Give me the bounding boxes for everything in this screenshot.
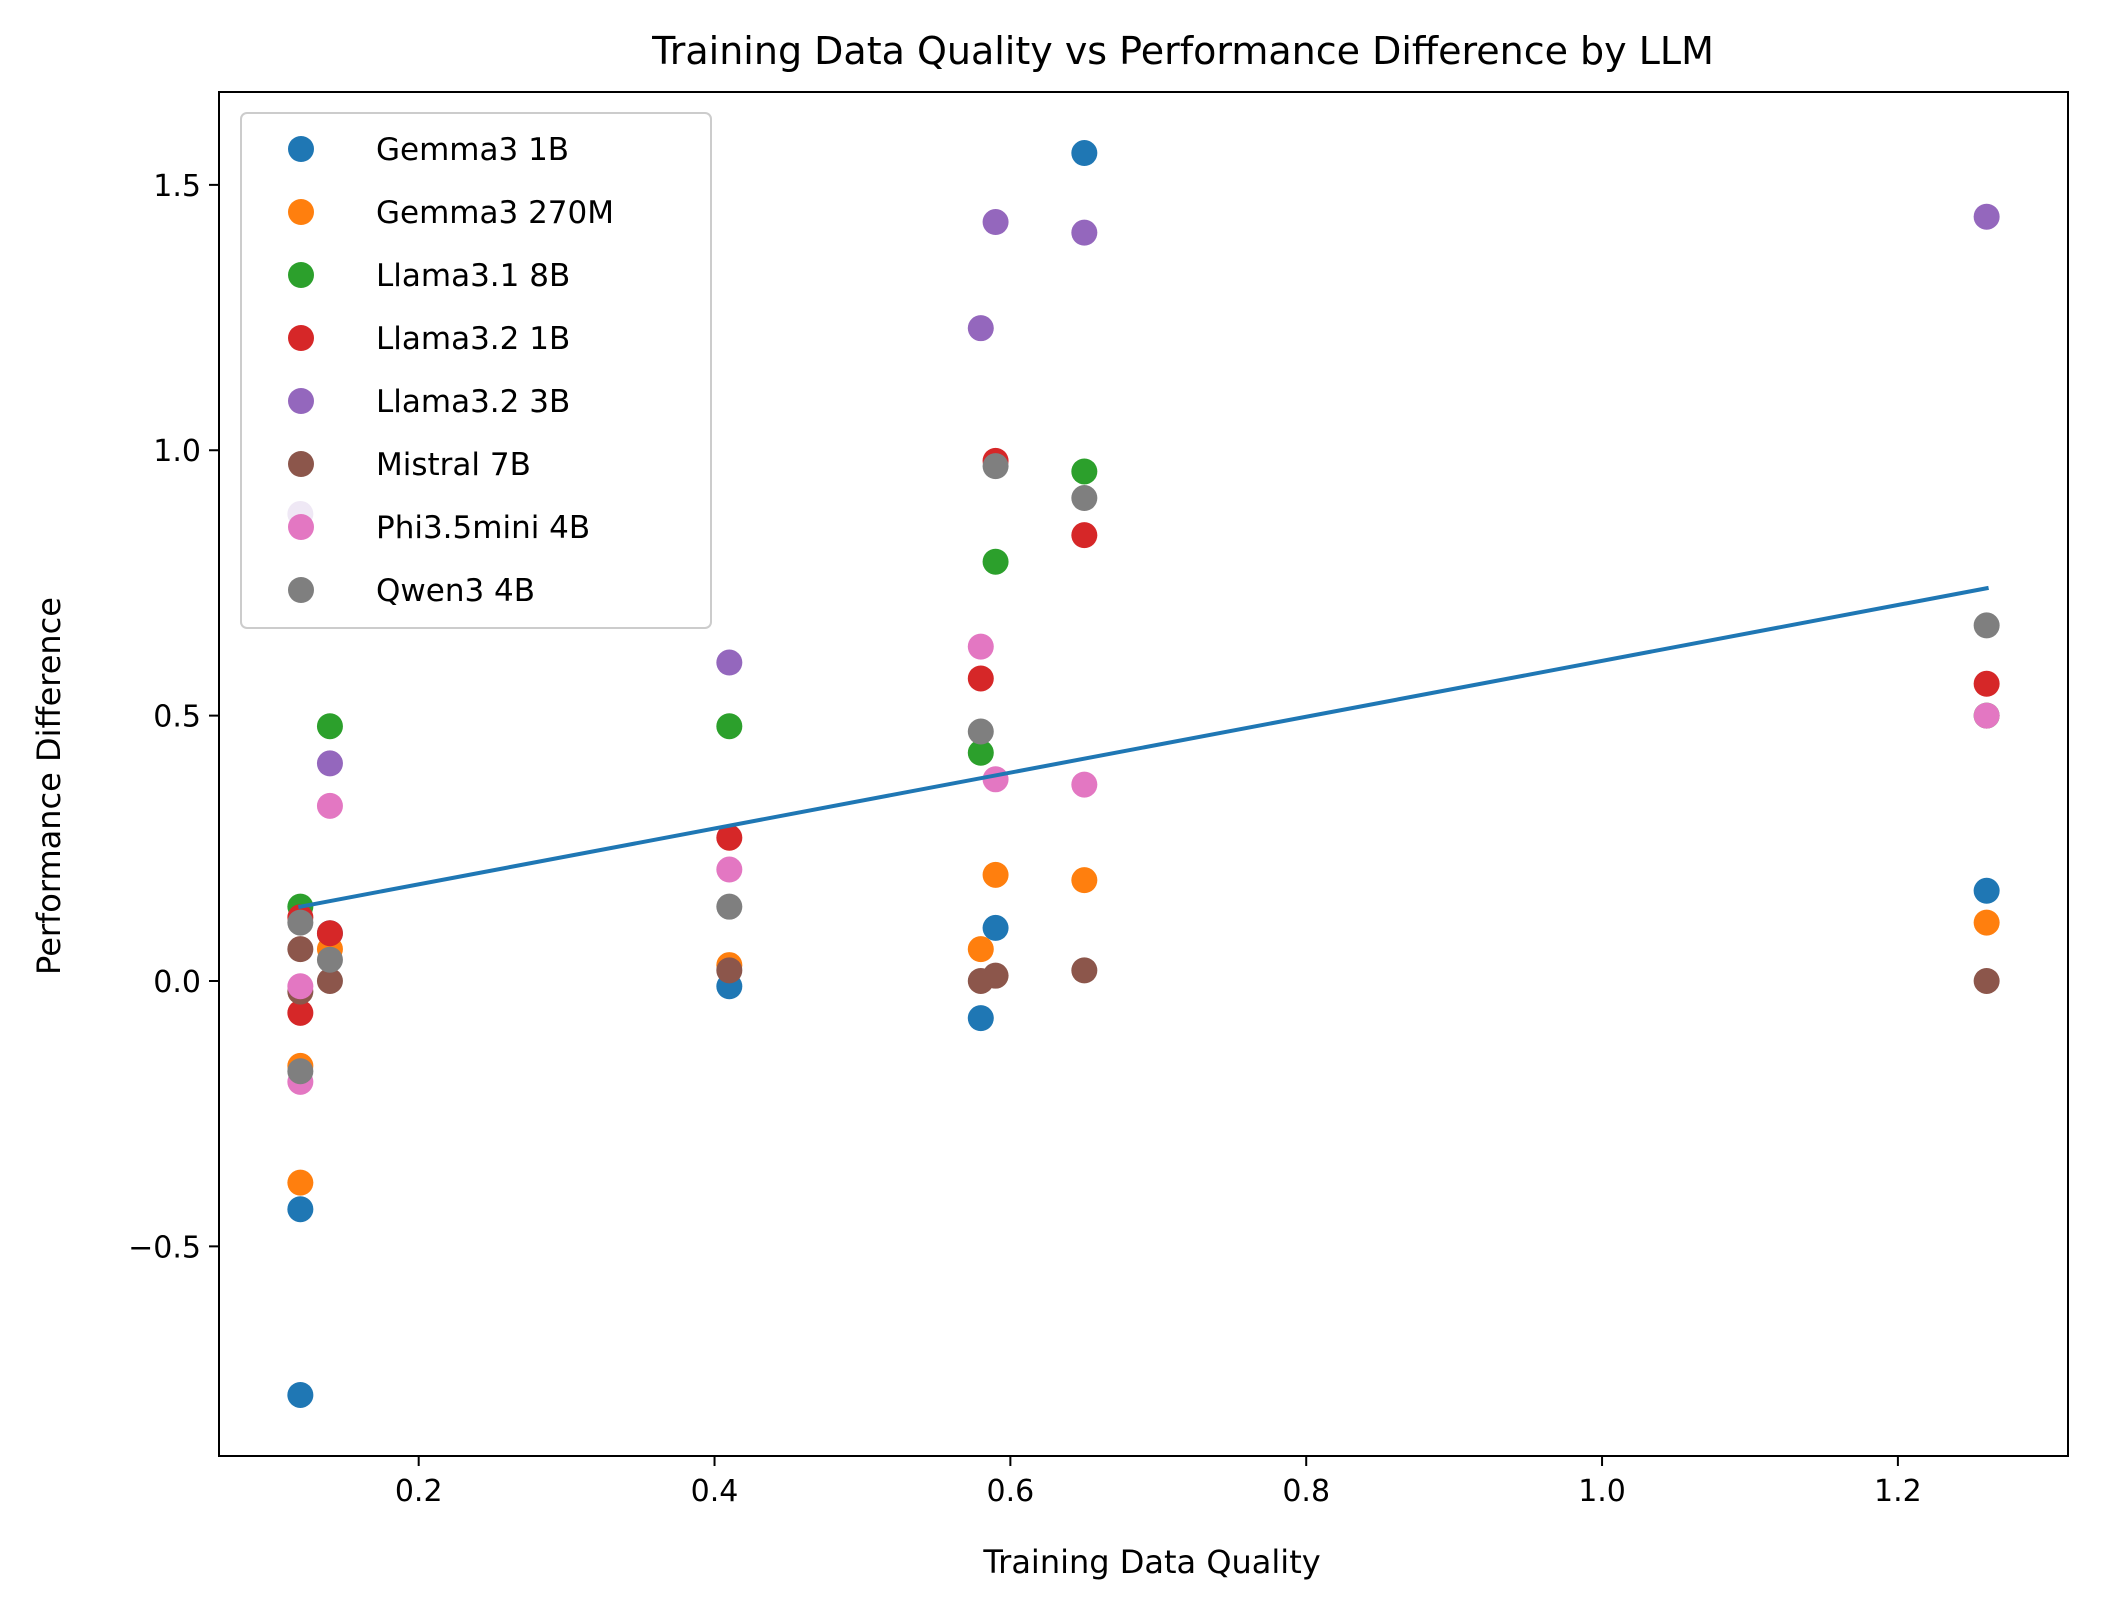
data-point (1973, 612, 2000, 639)
data-point (716, 713, 743, 740)
y-tick-label: −0.5 (128, 1230, 201, 1265)
legend-entry: Llama3.2 3B (376, 384, 570, 420)
x-tick-label: 1.2 (1874, 1474, 1922, 1509)
legend-marker (288, 388, 314, 414)
data-point (1973, 670, 2000, 697)
data-point (1071, 522, 1098, 549)
data-point (716, 649, 743, 676)
legend-marker (288, 514, 314, 540)
chart-title: Training Data Quality vs Performance Dif… (651, 29, 1714, 73)
data-point (287, 1196, 314, 1223)
y-tick-label: 1.0 (153, 434, 201, 469)
data-point (982, 861, 1009, 888)
data-point (1973, 702, 2000, 729)
data-point (316, 750, 343, 777)
data-point (716, 957, 743, 984)
data-point (287, 1058, 314, 1085)
legend-entry: Gemma3 270M (376, 195, 614, 231)
data-point (1071, 219, 1098, 246)
legend-marker (288, 136, 314, 162)
data-point (982, 962, 1009, 989)
data-point (1973, 877, 2000, 904)
legend: Gemma3 1B Gemma3 270M Llama3.1 8B Llama3.2 … (240, 112, 712, 629)
data-point (1071, 867, 1098, 894)
data-point (967, 739, 994, 766)
data-point (287, 999, 314, 1026)
x-axis-label: Training Data Quality (982, 1543, 1320, 1581)
data-point (967, 315, 994, 342)
data-point (982, 766, 1009, 793)
y-tick-label: 0.0 (153, 965, 201, 1000)
legend-marker (288, 577, 314, 603)
legend-entry: Phi3.5mini 4B (376, 510, 590, 546)
data-point (716, 856, 743, 883)
data-point (982, 453, 1009, 480)
legend-box (240, 112, 712, 629)
x-axis: 0.2 0.4 0.6 0.8 1.0 1.2 (395, 1456, 1922, 1509)
y-axis: −0.5 0.0 0.5 1.0 1.5 (128, 169, 219, 1265)
series-5 (287, 936, 2000, 1005)
data-point (982, 209, 1009, 236)
data-point (316, 792, 343, 819)
x-tick-label: 0.8 (1282, 1474, 1330, 1509)
data-point (316, 967, 343, 994)
y-tick-label: 1.5 (153, 169, 201, 204)
data-point (1973, 967, 2000, 994)
data-point (967, 633, 994, 660)
data-point (716, 824, 743, 851)
series-6 (287, 633, 2000, 1095)
data-point (967, 665, 994, 692)
data-point (1071, 458, 1098, 485)
data-point (967, 936, 994, 963)
data-point (287, 1169, 314, 1196)
trend-line (298, 585, 1989, 910)
legend-marker (288, 199, 314, 225)
legend-marker (288, 451, 314, 477)
series-1 (287, 861, 2000, 1196)
x-tick-label: 0.2 (395, 1474, 443, 1509)
legend-marker (288, 262, 314, 288)
data-point (287, 909, 314, 936)
data-point (967, 1005, 994, 1032)
data-point (287, 936, 314, 963)
data-point (982, 548, 1009, 575)
data-point (1071, 957, 1098, 984)
data-point (982, 914, 1009, 941)
legend-entry: Mistral 7B (376, 447, 531, 483)
x-tick-label: 1.0 (1578, 1474, 1626, 1509)
data-point (967, 718, 994, 745)
data-point (1071, 485, 1098, 512)
data-point (287, 1381, 314, 1408)
data-point (1071, 771, 1098, 798)
legend-entry: Llama3.2 1B (376, 321, 570, 357)
data-point (1071, 140, 1098, 167)
y-axis-label: Performance Difference (30, 597, 68, 975)
x-tick-label: 0.6 (987, 1474, 1035, 1509)
y-tick-label: 0.5 (153, 700, 201, 735)
legend-marker (288, 325, 314, 351)
data-point (716, 893, 743, 920)
legend-entry: Gemma3 1B (376, 132, 569, 168)
data-point (316, 946, 343, 973)
data-point (1973, 203, 2000, 230)
data-point (316, 920, 343, 947)
data-point (1973, 909, 2000, 936)
series-7 (287, 453, 2000, 1085)
plot-frame (218, 91, 2069, 1457)
plot-area (218, 91, 2069, 1457)
x-tick-label: 0.4 (691, 1474, 739, 1509)
data-point (287, 973, 314, 1000)
data-point (316, 713, 343, 740)
legend-entry: Llama3.1 8B (376, 258, 570, 294)
legend-entry: Qwen3 4B (376, 573, 535, 609)
